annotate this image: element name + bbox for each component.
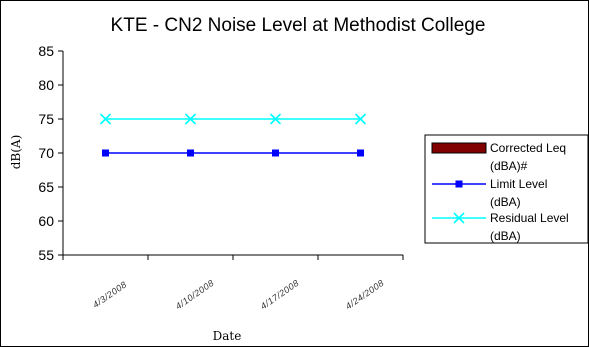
data-point-stroke: [184, 113, 197, 125]
legend-label: (dBA): [490, 229, 521, 243]
legend-label: (dBA): [490, 195, 521, 209]
y-tick-label: 65: [38, 179, 54, 195]
x-tick-label: 4/3/2008: [91, 279, 129, 310]
y-tick-label: 75: [38, 111, 54, 127]
x-tick-label: 4/10/2008: [174, 278, 216, 312]
x-tick-label: 4/24/2008: [344, 278, 386, 312]
data-point-stroke: [269, 113, 282, 125]
legend-swatch: [431, 142, 487, 154]
data-point: [184, 113, 197, 125]
legend-label: Residual Level: [490, 211, 569, 225]
legend-label: Limit Level: [490, 177, 547, 191]
legend-marker: [453, 212, 465, 224]
chart-title: KTE - CN2 Noise Level at Methodist Colle…: [111, 15, 486, 36]
y-tick-label: 55: [38, 247, 54, 263]
data-point: [99, 113, 112, 125]
x-axis-label: Date: [213, 329, 242, 343]
y-axis-label: dB(A): [9, 135, 23, 170]
data-point-stroke: [354, 113, 367, 125]
y-tick-label: 70: [38, 145, 54, 161]
legend: Corrected Leq (dBA)# Limit Level (dBA) Resid…: [424, 134, 589, 244]
data-point: [269, 113, 282, 125]
y-tick-label: 80: [38, 77, 54, 93]
data-point: [272, 149, 279, 157]
data-point: [102, 149, 109, 157]
x-tick-label: 4/17/2008: [259, 278, 301, 312]
plot-series: [99, 113, 367, 157]
legend-label: Corrected Leq: [490, 141, 566, 155]
x-axis: 4/3/2008 4/10/2008 4/17/2008 4/24/2008: [62, 254, 404, 312]
legend-label: (dBA)#: [490, 159, 528, 173]
data-point: [354, 113, 367, 125]
data-point: [357, 149, 364, 157]
y-tick-label: 85: [38, 43, 54, 59]
y-axis: 55 60 65 70 75 80 85: [38, 43, 64, 263]
data-point: [187, 149, 194, 157]
legend-marker: [455, 180, 463, 188]
y-tick-label: 60: [38, 213, 54, 229]
data-point-stroke: [99, 113, 112, 125]
